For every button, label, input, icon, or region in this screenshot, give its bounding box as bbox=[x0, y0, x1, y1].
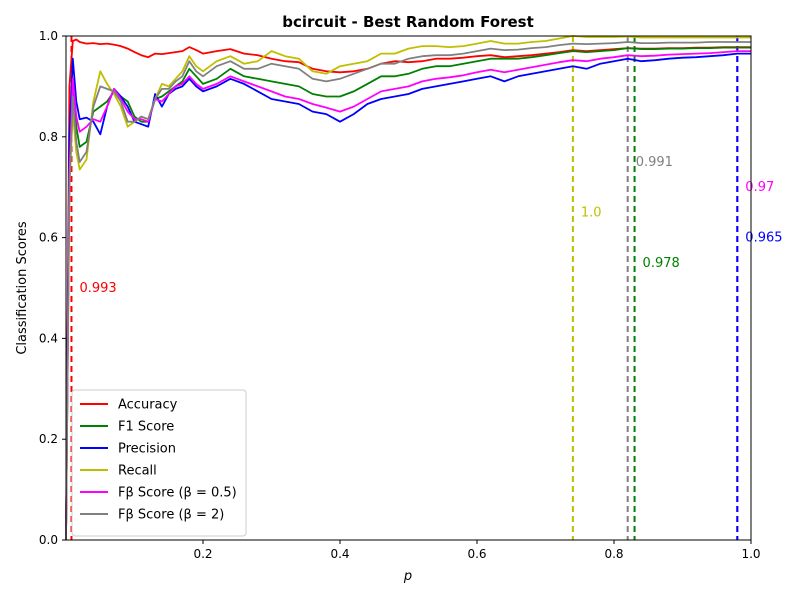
plot-frame bbox=[65, 35, 752, 541]
series-line-precision bbox=[65, 52, 751, 541]
series-line-f1 bbox=[65, 46, 751, 541]
legend-label-accuracy: Accuracy bbox=[118, 398, 178, 413]
series-line-accuracy bbox=[65, 38, 751, 541]
y-tick-label: 0.4 bbox=[39, 331, 58, 345]
y-tick-label: 0.2 bbox=[39, 432, 58, 446]
vline-label-f1: 0.978 bbox=[643, 256, 680, 271]
x-tick-label: 1.0 bbox=[741, 547, 760, 561]
legend: Accuracy F1 Score Precision Recall Fβ Score … bbox=[71, 389, 247, 537]
legend-label-f1: F1 Score bbox=[118, 420, 174, 435]
y-tick-label: 0.0 bbox=[39, 533, 58, 547]
vline-label-precision: 0.965 bbox=[745, 231, 782, 246]
y-tick-label: 0.8 bbox=[39, 130, 58, 144]
y-tick-label: 1.0 bbox=[39, 29, 58, 43]
vline-label-fbeta05: 0.97 bbox=[745, 180, 774, 195]
x-tick-label: 0.6 bbox=[467, 547, 486, 561]
vline-label-fbeta2: 0.991 bbox=[636, 155, 673, 170]
series-line-fbeta2 bbox=[65, 41, 751, 541]
x-tick-label: 0.8 bbox=[604, 547, 623, 561]
chart-title: bcircuit - Best Random Forest bbox=[282, 13, 534, 31]
legend-label-fbeta05: Fβ Score (β = 0.5) bbox=[118, 486, 237, 501]
x-tick-label: 0.4 bbox=[330, 547, 349, 561]
y-axis-title: Classification Scores bbox=[15, 221, 30, 355]
legend-box bbox=[71, 389, 247, 537]
x-axis-title: p bbox=[403, 569, 412, 584]
legend-label-precision: Precision bbox=[118, 442, 176, 457]
vline-label-recall: 1.0 bbox=[581, 205, 602, 220]
legend-label-recall: Recall bbox=[118, 464, 157, 479]
x-tick-label: 0.2 bbox=[193, 547, 212, 561]
series-line-fbeta05 bbox=[65, 50, 751, 541]
x-axis: 0.2 0.4 0.6 0.8 1.0 bbox=[193, 540, 761, 561]
vline-label-accuracy: 0.993 bbox=[79, 281, 116, 296]
legend-label-fbeta2: Fβ Score (β = 2) bbox=[118, 508, 224, 523]
y-axis: 0.0 0.2 0.4 0.6 0.8 1.0 bbox=[39, 29, 66, 547]
y-tick-label: 0.6 bbox=[39, 231, 58, 245]
vertical-markers: 0.993 1.0 0.991 0.978 0.97 0.965 bbox=[70, 36, 783, 540]
series-lines bbox=[65, 35, 751, 541]
series-line-recall bbox=[65, 35, 751, 541]
